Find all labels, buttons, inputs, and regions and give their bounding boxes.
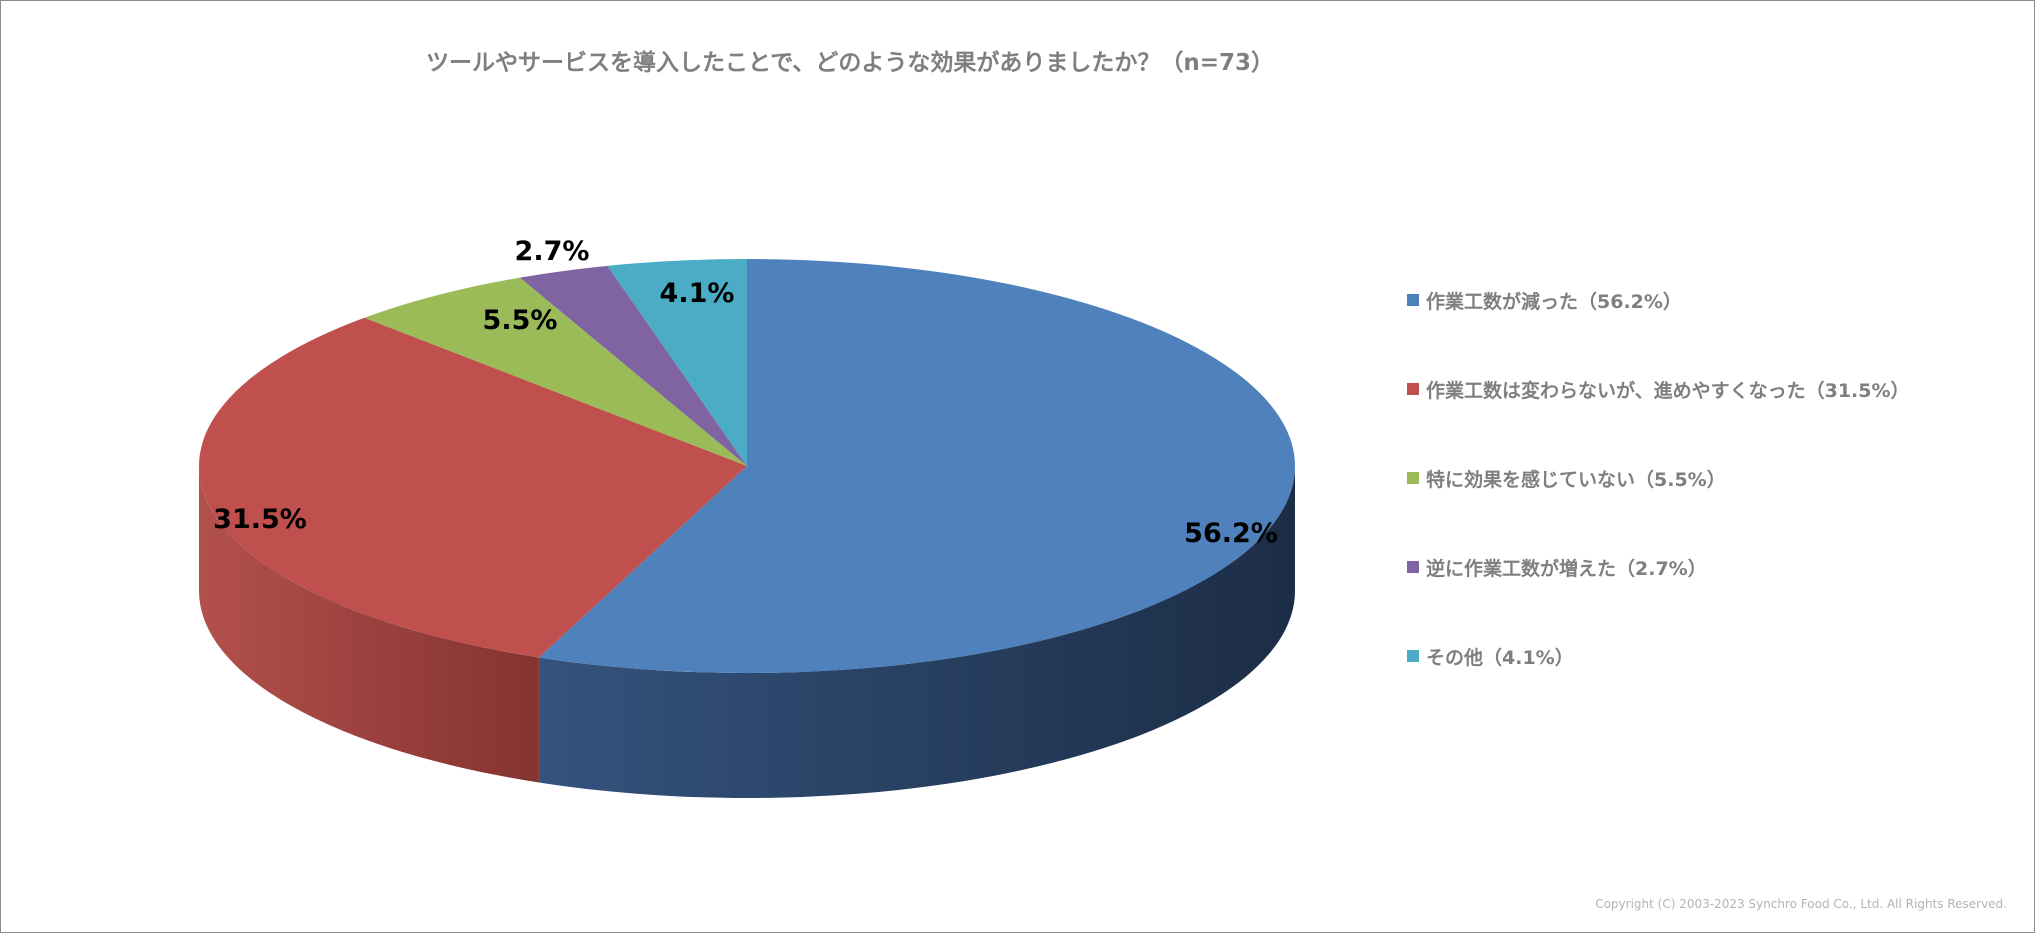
data-label-2: 31.5%: [213, 504, 307, 535]
chart-title: ツールやサービスを導入したことで、どのような効果がありましたか？（n=73）: [426, 50, 1275, 76]
data-label-5: 4.1%: [660, 278, 735, 309]
copyright-text: Copyright (C) 2003-2023 Synchro Food Co.…: [1595, 897, 2007, 911]
pie-slice-2: [198, 317, 747, 658]
legend-swatch: [1407, 383, 1419, 395]
legend-label: その他（4.1%）: [1426, 646, 1574, 669]
legend-swatch: [1407, 650, 1419, 662]
pie-side-1: [538, 466, 1295, 798]
data-label-4: 2.7%: [515, 236, 590, 267]
legend-label: 作業工数が減った（56.2%）: [1426, 290, 1682, 313]
data-labels: 56.2% 31.5% 5.5% 2.7% 4.1%: [213, 236, 1278, 549]
legend-swatch: [1407, 472, 1419, 484]
data-label-1: 56.2%: [1184, 518, 1278, 549]
legend-label: 逆に作業工数が増えた（2.7%）: [1426, 557, 1707, 580]
legend-item: 特に効果を感じていない（5.5%）: [1407, 463, 1726, 493]
data-label-3: 5.5%: [483, 305, 558, 336]
pie-slice-1: [538, 259, 1295, 673]
pie-side-2: [198, 466, 539, 783]
pie-slice-4: [519, 265, 747, 466]
legend-label: 作業工数は変わらないが、進めやすくなった（31.5%）: [1426, 379, 1910, 402]
legend-swatch: [1407, 561, 1419, 573]
pie-slice-5: [607, 259, 747, 466]
pie-slice-3: [364, 277, 747, 466]
pie-slices: [198, 259, 1295, 673]
legend-item: 逆に作業工数が増えた（2.7%）: [1407, 552, 1707, 582]
legend-swatch: [1407, 294, 1419, 306]
legend-item: 作業工数が減った（56.2%）: [1407, 285, 1682, 315]
pie-sides: [198, 466, 1295, 798]
legend-item: その他（4.1%）: [1407, 641, 1574, 671]
legend-item: 作業工数は変わらないが、進めやすくなった（31.5%）: [1407, 374, 1910, 404]
legend-label: 特に効果を感じていない（5.5%）: [1426, 468, 1726, 491]
